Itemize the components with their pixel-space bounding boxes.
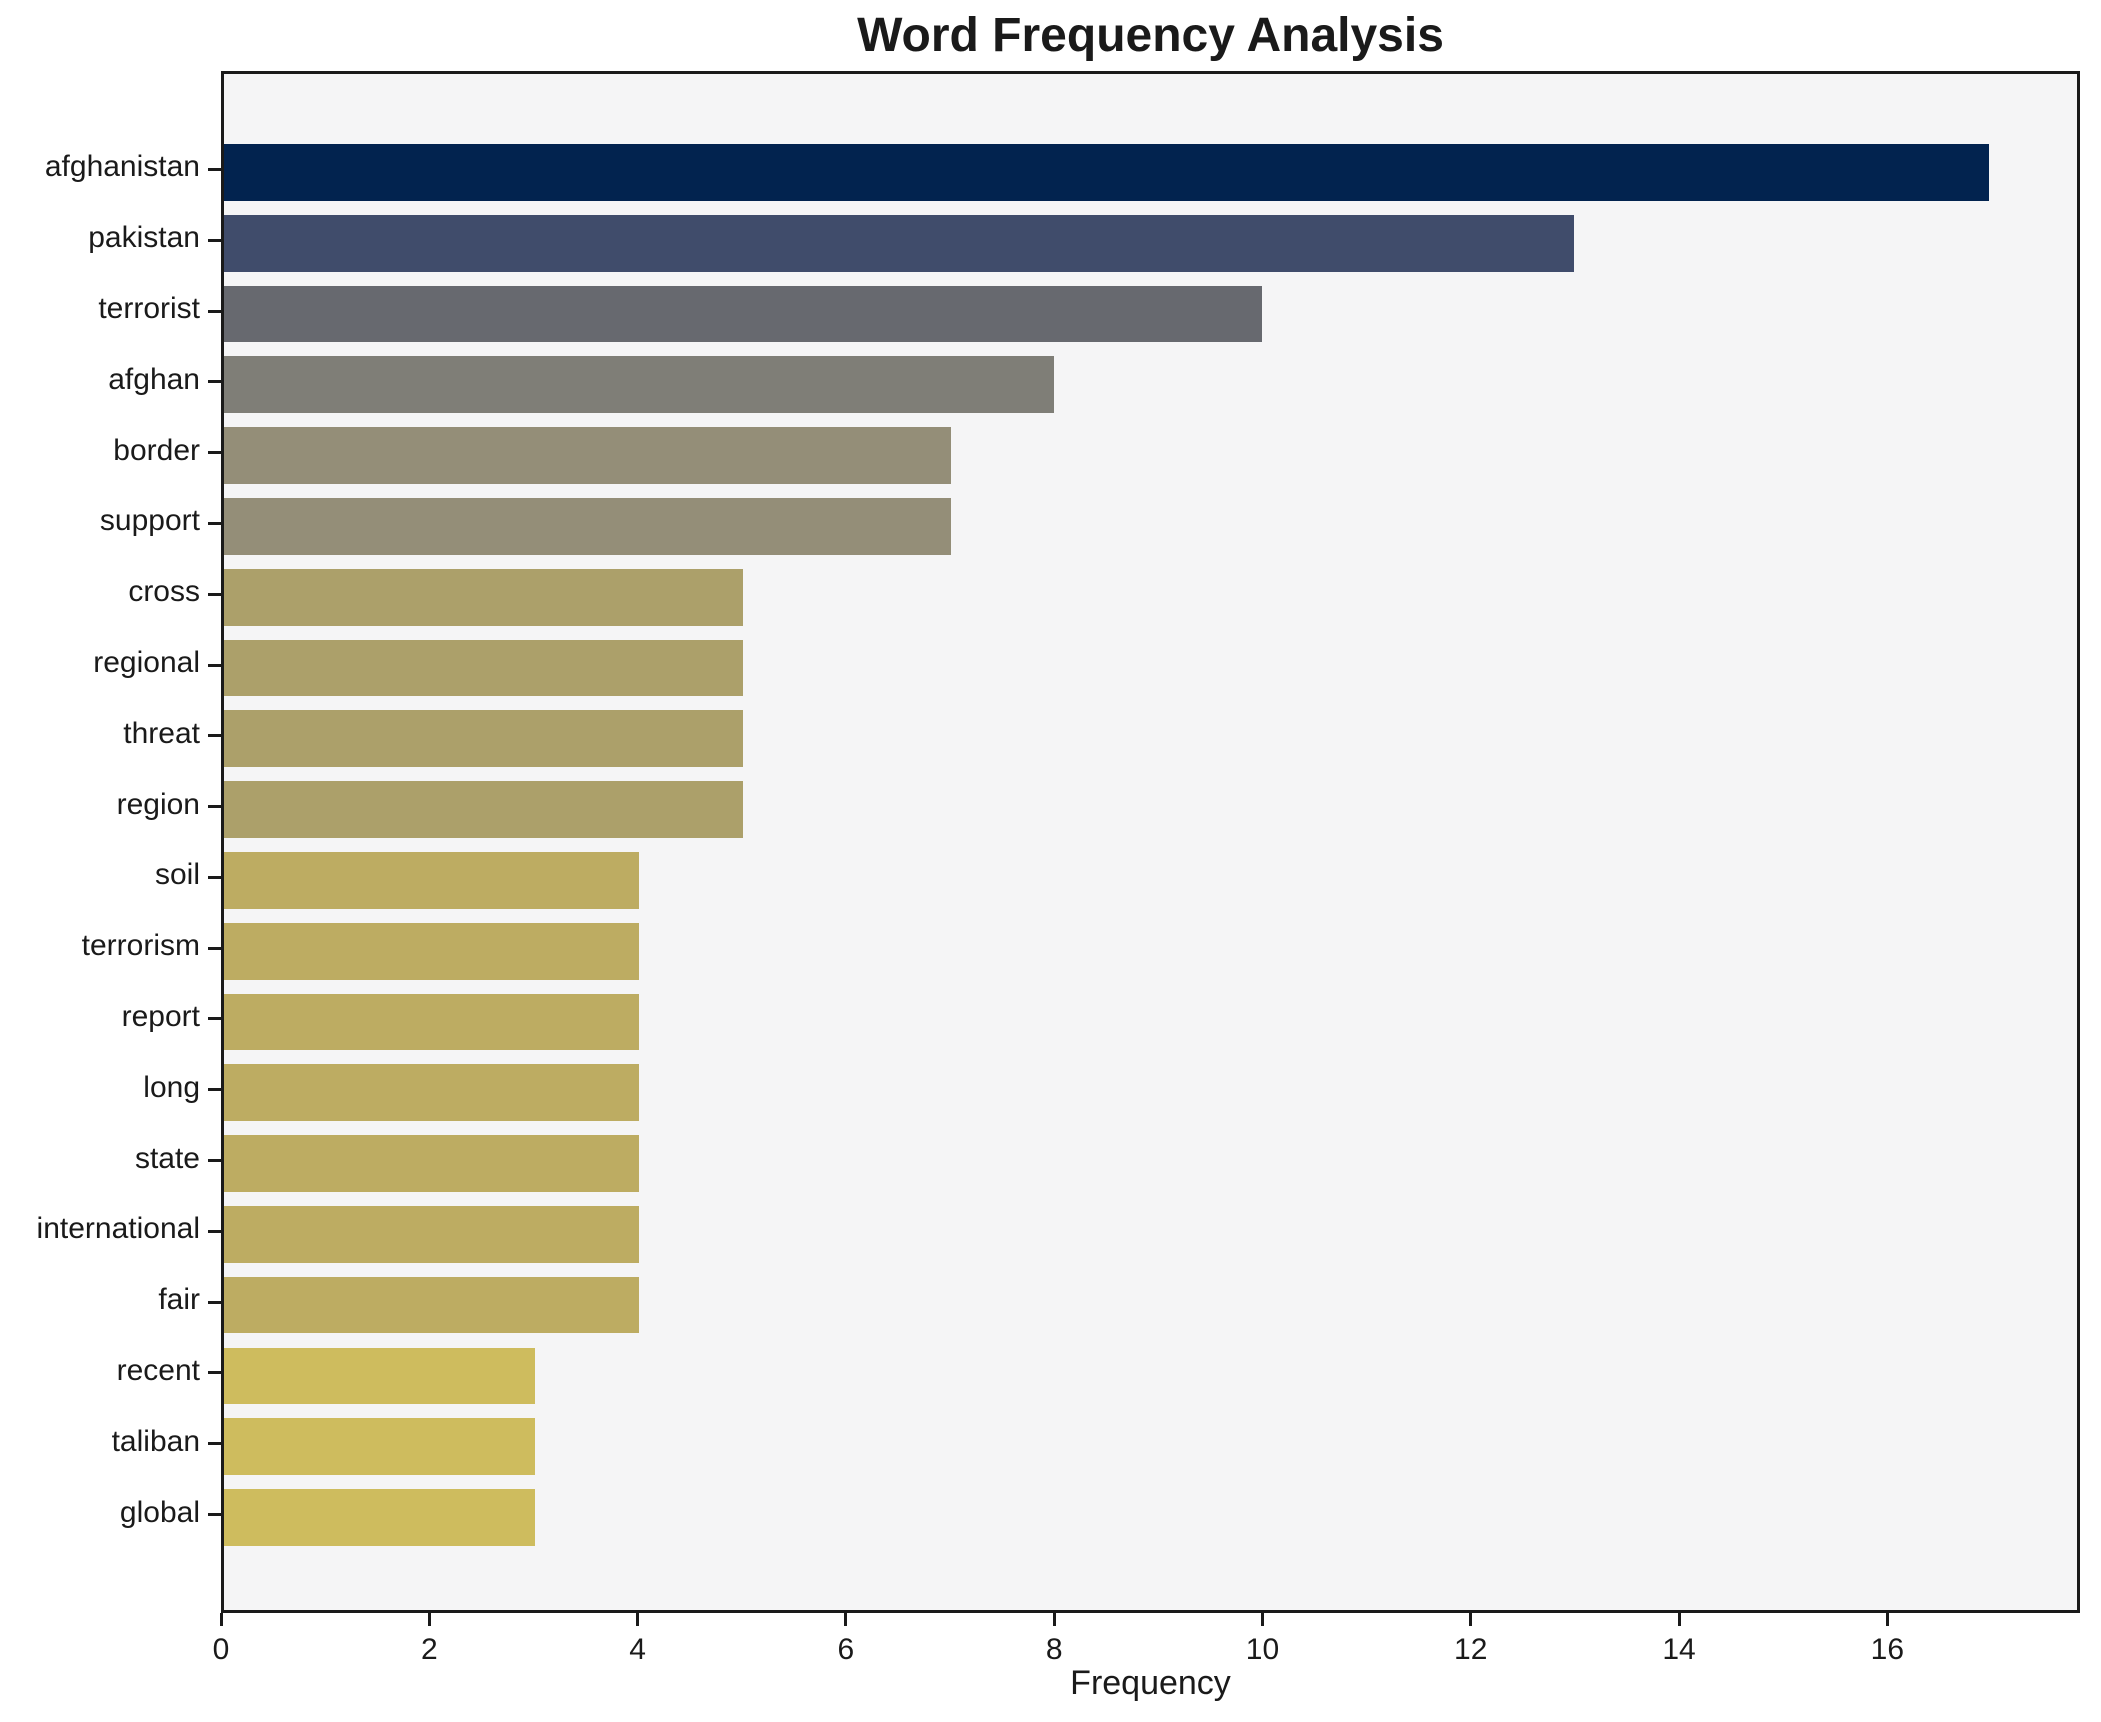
bar-pakistan	[224, 214, 1574, 272]
x-tick-label-2: 2	[420, 1633, 438, 1666]
x-tick-label-10: 10	[1245, 1633, 1280, 1666]
y-tick-mark	[208, 1017, 221, 1021]
bar-border	[224, 427, 951, 484]
y-tick-label-long: long	[143, 1070, 200, 1104]
bar-afghan	[224, 356, 1055, 414]
x-tick-label-4: 4	[629, 1633, 646, 1666]
y-tick-label-recent: recent	[116, 1353, 200, 1387]
y-tick-mark	[208, 1442, 221, 1446]
x-tick-label-14: 14	[1662, 1633, 1696, 1666]
y-tick-mark	[208, 451, 221, 455]
bar-long	[224, 1064, 640, 1122]
y-tick-mark	[208, 875, 221, 879]
bar-international	[224, 1206, 640, 1263]
bar-regional	[224, 639, 744, 697]
x-tick-mark	[1260, 1613, 1264, 1626]
y-tick-label-border: border	[113, 433, 200, 467]
x-tick-mark	[636, 1613, 640, 1626]
y-tick-label-support: support	[99, 504, 200, 538]
y-tick-mark	[208, 1371, 221, 1375]
bar-global	[224, 1489, 536, 1546]
x-tick-label-12: 12	[1454, 1633, 1488, 1666]
y-tick-label-global: global	[119, 1495, 200, 1529]
y-tick-label-regional: regional	[93, 646, 200, 679]
bar-threat	[224, 710, 744, 768]
x-tick-label-16: 16	[1870, 1633, 1905, 1666]
y-tick-mark	[208, 309, 221, 313]
y-tick-label-afghan: afghan	[108, 362, 200, 396]
y-tick-mark	[208, 1300, 221, 1304]
y-tick-mark	[208, 734, 221, 738]
plot-area	[221, 71, 2080, 1613]
y-tick-label-soil: soil	[154, 858, 200, 892]
bar-fair	[224, 1276, 640, 1334]
y-tick-label-cross: cross	[128, 575, 200, 609]
x-tick-mark	[1052, 1613, 1056, 1626]
y-tick-mark	[208, 380, 221, 384]
y-tick-label-pakistan: pakistan	[88, 221, 200, 255]
y-tick-mark	[208, 663, 221, 667]
x-tick-mark	[1885, 1613, 1889, 1626]
x-tick-mark	[844, 1613, 848, 1626]
x-tick-label-6: 6	[837, 1633, 855, 1666]
x-tick-mark	[427, 1613, 431, 1626]
y-tick-label-afghanistan: afghanistan	[44, 150, 200, 184]
y-tick-label-report: report	[121, 999, 200, 1033]
chart-title: Word Frequency Analysis	[857, 9, 1444, 62]
y-tick-mark	[208, 1088, 221, 1092]
x-tick-label-8: 8	[1045, 1633, 1063, 1666]
y-tick-mark	[208, 1513, 221, 1517]
y-tick-mark	[208, 805, 221, 809]
bar-cross	[224, 568, 744, 626]
bar-recent	[224, 1347, 536, 1405]
x-axis-label: Frequency	[1070, 1664, 1231, 1702]
y-tick-label-terrorism: terrorism	[81, 929, 200, 963]
y-tick-label-international: international	[36, 1212, 200, 1246]
y-tick-mark	[208, 238, 221, 242]
x-tick-mark	[1677, 1613, 1681, 1626]
y-tick-mark	[208, 946, 221, 950]
bar-taliban	[224, 1418, 536, 1476]
bar-terrorism	[224, 922, 640, 980]
x-tick-label-0: 0	[212, 1633, 230, 1666]
bar-region	[224, 781, 744, 838]
y-tick-label-terrorist: terrorist	[98, 292, 200, 325]
y-tick-mark	[208, 521, 221, 525]
y-tick-label-region: region	[116, 787, 200, 821]
y-tick-label-taliban: taliban	[111, 1424, 200, 1458]
y-tick-label-threat: threat	[123, 716, 200, 750]
y-tick-mark	[208, 1229, 221, 1233]
bar-support	[224, 498, 951, 555]
bar-terrorist	[224, 285, 1263, 343]
y-tick-mark	[208, 167, 221, 171]
x-tick-mark	[219, 1613, 223, 1626]
y-tick-mark	[208, 592, 221, 596]
bar-report	[224, 993, 640, 1051]
bar-afghanistan	[224, 144, 1989, 201]
x-tick-mark	[1469, 1613, 1473, 1626]
y-tick-label-fair: fair	[158, 1283, 200, 1317]
bar-soil	[224, 852, 640, 909]
y-tick-mark	[208, 1159, 221, 1163]
bar-state	[224, 1135, 640, 1192]
y-tick-label-state: state	[134, 1141, 200, 1175]
